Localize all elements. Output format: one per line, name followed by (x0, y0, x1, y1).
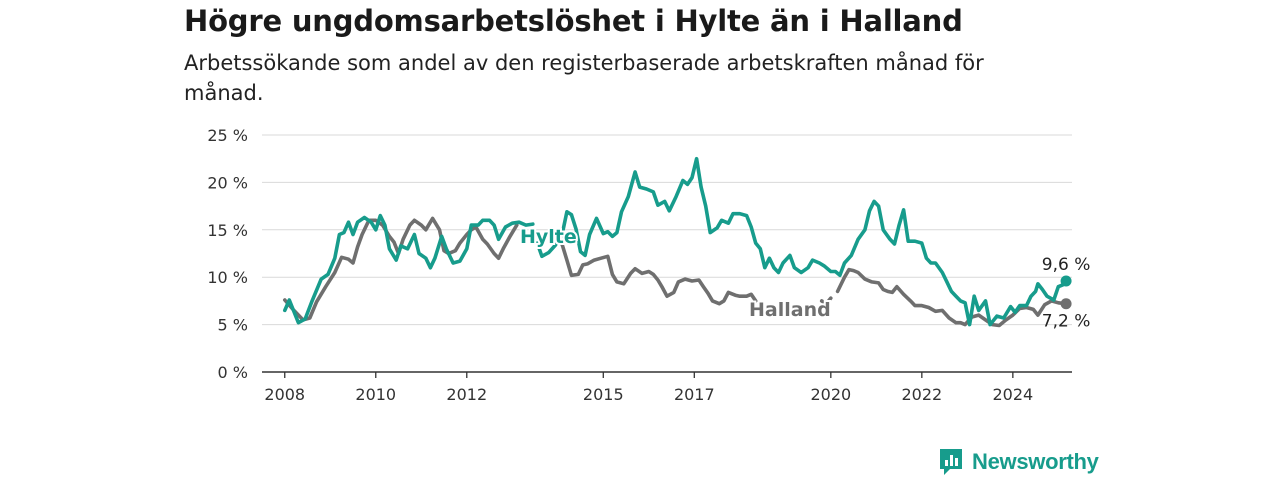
y-tick-label: 20 % (207, 173, 248, 192)
series-label-hylte: Hylte (520, 226, 577, 248)
grid-lines (262, 134, 1072, 373)
series-line-hylte (283, 213, 535, 325)
end-point-halland (1060, 298, 1072, 310)
series-line-halland (553, 231, 758, 306)
y-tick-label: 5 % (218, 316, 248, 335)
series-line-halland (283, 216, 519, 322)
x-axis-ticks: 2008 2010 2012 2015 2017 2020 2022 2024 (264, 372, 1033, 404)
x-tick-label: 2012 (446, 385, 487, 404)
brand-name: Newsworthy (972, 449, 1099, 474)
x-tick-label: 2008 (264, 385, 305, 404)
chart-subtitle: Arbetssökande som andel av den registerb… (184, 51, 984, 105)
y-tick-label: 15 % (207, 221, 248, 240)
series-line-hylte (535, 156, 1068, 327)
x-tick-label: 2024 (992, 385, 1033, 404)
end-point-hylte (1060, 275, 1072, 287)
series-line-halland (835, 267, 1068, 328)
x-tick-label: 2015 (583, 385, 624, 404)
x-tick-label: 2020 (810, 385, 851, 404)
series-line-halland (819, 296, 833, 306)
series-labels: 9,6 % 7,2 % Hylte Halland (518, 224, 1091, 332)
halland-end-value: 7,2 % (1042, 312, 1091, 332)
hylte-end-value: 9,6 % (1042, 255, 1091, 275)
series-label-halland: Halland (749, 299, 831, 321)
chart-title: Högre ungdomsarbetslöshet i Hylte än i H… (184, 4, 963, 38)
x-tick-label: 2010 (355, 385, 396, 404)
series-lines (283, 156, 1072, 328)
y-tick-label: 0 % (218, 363, 248, 382)
x-tick-label: 2017 (674, 385, 715, 404)
newsworthy-logo: Newsworthy (938, 448, 1099, 476)
y-tick-label: 10 % (207, 268, 248, 287)
y-axis-ticks: 0 % 5 % 10 % 15 % 20 % 25 % (207, 126, 248, 382)
bar-chart-icon (940, 449, 962, 475)
x-tick-label: 2022 (901, 385, 942, 404)
y-tick-label: 25 % (207, 126, 248, 145)
